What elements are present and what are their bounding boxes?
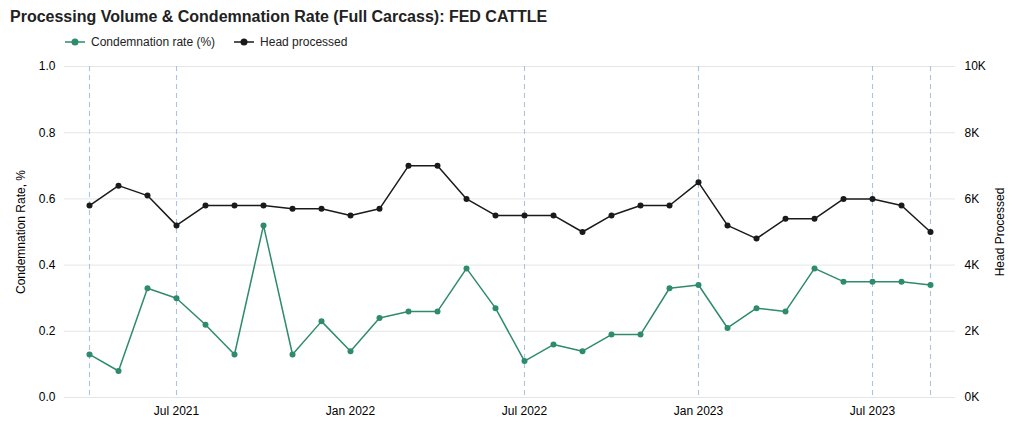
svg-text:0.8: 0.8 (39, 126, 56, 140)
svg-text:0.2: 0.2 (39, 324, 56, 338)
svg-text:Jan 2022: Jan 2022 (326, 404, 376, 418)
svg-text:0.0: 0.0 (39, 390, 56, 404)
svg-text:Jan 2023: Jan 2023 (674, 404, 724, 418)
svg-text:2K: 2K (965, 324, 980, 338)
svg-text:Jul 2022: Jul 2022 (502, 404, 548, 418)
html-text:Condemnation rate (%): Condemnation rate (%) (91, 35, 216, 49)
svg-text:8K: 8K (965, 126, 980, 140)
svg-text:Jul 2021: Jul 2021 (154, 404, 200, 418)
svg-text:10K: 10K (965, 59, 986, 73)
html-text:Processing Volume & Condemnati: Processing Volume & Condemnation Rate (F… (10, 8, 548, 25)
svg-text:0.4: 0.4 (39, 258, 56, 272)
svg-text:0K: 0K (965, 390, 980, 404)
html-text:Head processed: Head processed (260, 35, 348, 49)
svg-text:Jul 2023: Jul 2023 (850, 404, 896, 418)
svg-text:1.0: 1.0 (39, 59, 56, 73)
svg-text:Condemnation Rate, %: Condemnation Rate, % (14, 170, 28, 294)
svg-text:Head Processed: Head Processed (993, 188, 1007, 277)
svg-text:0.6: 0.6 (39, 192, 56, 206)
svg-text:4K: 4K (965, 258, 980, 272)
svg-text:6K: 6K (965, 192, 980, 206)
